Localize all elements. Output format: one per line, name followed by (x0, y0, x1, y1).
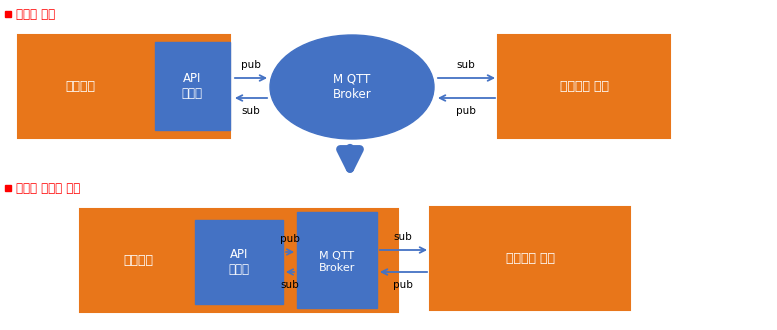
Text: pub: pub (280, 234, 300, 244)
Text: sub: sub (457, 60, 476, 70)
Text: 미들웨어: 미들웨어 (65, 81, 95, 93)
Text: pub: pub (241, 60, 261, 70)
Text: 브로커 내장형 구조: 브로커 내장형 구조 (16, 182, 80, 194)
FancyBboxPatch shape (297, 212, 377, 308)
Text: 재난안전 응용: 재난안전 응용 (559, 81, 608, 93)
Text: M QTT
Broker: M QTT Broker (319, 251, 355, 273)
Text: 미들웨어: 미들웨어 (123, 254, 153, 268)
Text: 재난안전 응용: 재난안전 응용 (506, 252, 555, 266)
FancyBboxPatch shape (195, 220, 283, 304)
Text: sub: sub (394, 232, 413, 242)
Text: API
처리기: API 처리기 (228, 248, 249, 276)
FancyBboxPatch shape (498, 35, 670, 138)
FancyBboxPatch shape (80, 209, 398, 312)
FancyBboxPatch shape (155, 42, 230, 130)
Text: sub: sub (242, 106, 260, 116)
Text: API
처리기: API 처리기 (182, 72, 203, 100)
FancyBboxPatch shape (18, 35, 230, 138)
Ellipse shape (270, 35, 434, 139)
Text: M QTT
Broker: M QTT Broker (333, 73, 371, 101)
FancyBboxPatch shape (430, 207, 630, 310)
Text: 일반적 구조: 일반적 구조 (16, 8, 55, 20)
Text: sub: sub (280, 280, 299, 290)
Text: pub: pub (393, 280, 413, 290)
Text: pub: pub (456, 106, 476, 116)
